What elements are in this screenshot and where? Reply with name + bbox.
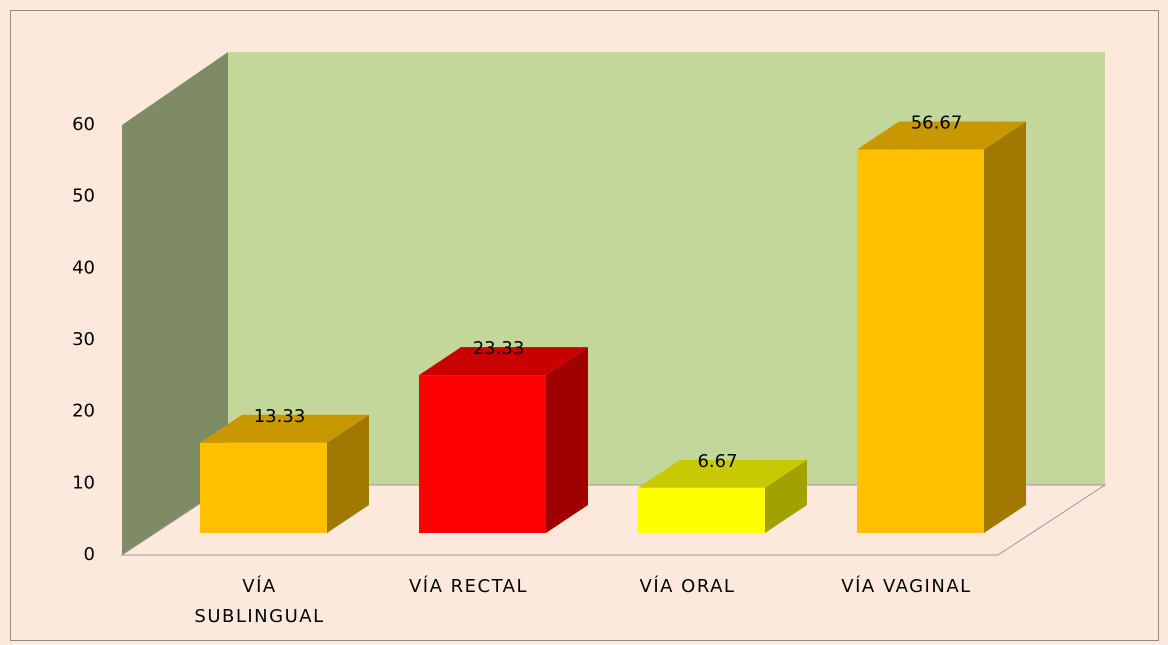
bar-top <box>857 121 1026 150</box>
bar <box>857 149 984 533</box>
x-tick-label: VÍA SUBLINGUAL <box>194 576 325 627</box>
y-tick-label: 50 <box>72 186 95 207</box>
bar-top <box>200 414 369 443</box>
y-tick-label: 0 <box>84 544 95 565</box>
y-tick-label: 40 <box>72 257 95 278</box>
bar-side <box>327 414 369 533</box>
value-label: 23.33 <box>473 338 525 359</box>
bar <box>200 442 327 533</box>
x-tick-label: VÍA ORAL <box>639 576 736 597</box>
bar-side <box>765 459 807 533</box>
bar-side <box>984 121 1026 534</box>
bar <box>419 375 546 533</box>
y-tick-label: 30 <box>72 329 95 350</box>
x-tick-label: VÍA RECTAL <box>408 576 529 597</box>
value-label: 13.33 <box>254 406 306 427</box>
x-tick-label: VÍA VAGINAL <box>841 576 972 597</box>
bar-top <box>419 347 588 376</box>
bar-top <box>638 459 807 488</box>
side-wall <box>122 52 228 555</box>
y-tick-label: 10 <box>72 472 95 493</box>
bar-side <box>546 347 588 533</box>
value-label: 56.67 <box>911 113 963 134</box>
y-tick-label: 60 <box>72 114 95 135</box>
bar <box>638 487 765 533</box>
value-label: 6.67 <box>697 451 737 472</box>
y-tick-label: 20 <box>72 401 95 422</box>
